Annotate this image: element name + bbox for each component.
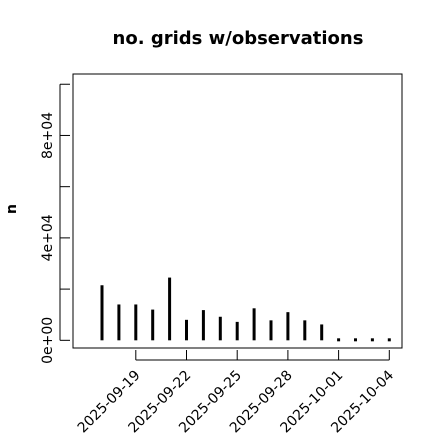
bars — [100, 277, 391, 342]
bar — [387, 338, 391, 342]
bar — [320, 324, 324, 341]
y-axis-label: n — [4, 204, 20, 214]
bar — [117, 304, 121, 341]
bar — [185, 319, 188, 341]
y-tick-label: 8e+04 — [40, 112, 56, 159]
bar — [151, 309, 155, 341]
bar — [354, 338, 357, 342]
bar — [201, 310, 205, 341]
bar — [286, 312, 290, 341]
chart-title: no. grids w/observations — [113, 28, 364, 49]
bar — [100, 285, 104, 341]
plot-frame — [72, 73, 403, 349]
bar — [303, 320, 307, 341]
bar — [370, 338, 374, 342]
bar — [218, 316, 222, 341]
y-tick-label: 4e+04 — [40, 214, 56, 261]
y-axis: 0e+00 4e+04 8e+04 — [40, 83, 70, 364]
bar — [235, 321, 239, 341]
x-axis: 2025-09-192025-09-222025-09-252025-09-28… — [75, 350, 397, 436]
bar — [134, 304, 138, 341]
bar — [252, 308, 256, 341]
bar — [337, 338, 341, 342]
y-tick-label: 0e+00 — [40, 317, 56, 364]
bar — [168, 277, 172, 341]
bar — [269, 320, 273, 341]
